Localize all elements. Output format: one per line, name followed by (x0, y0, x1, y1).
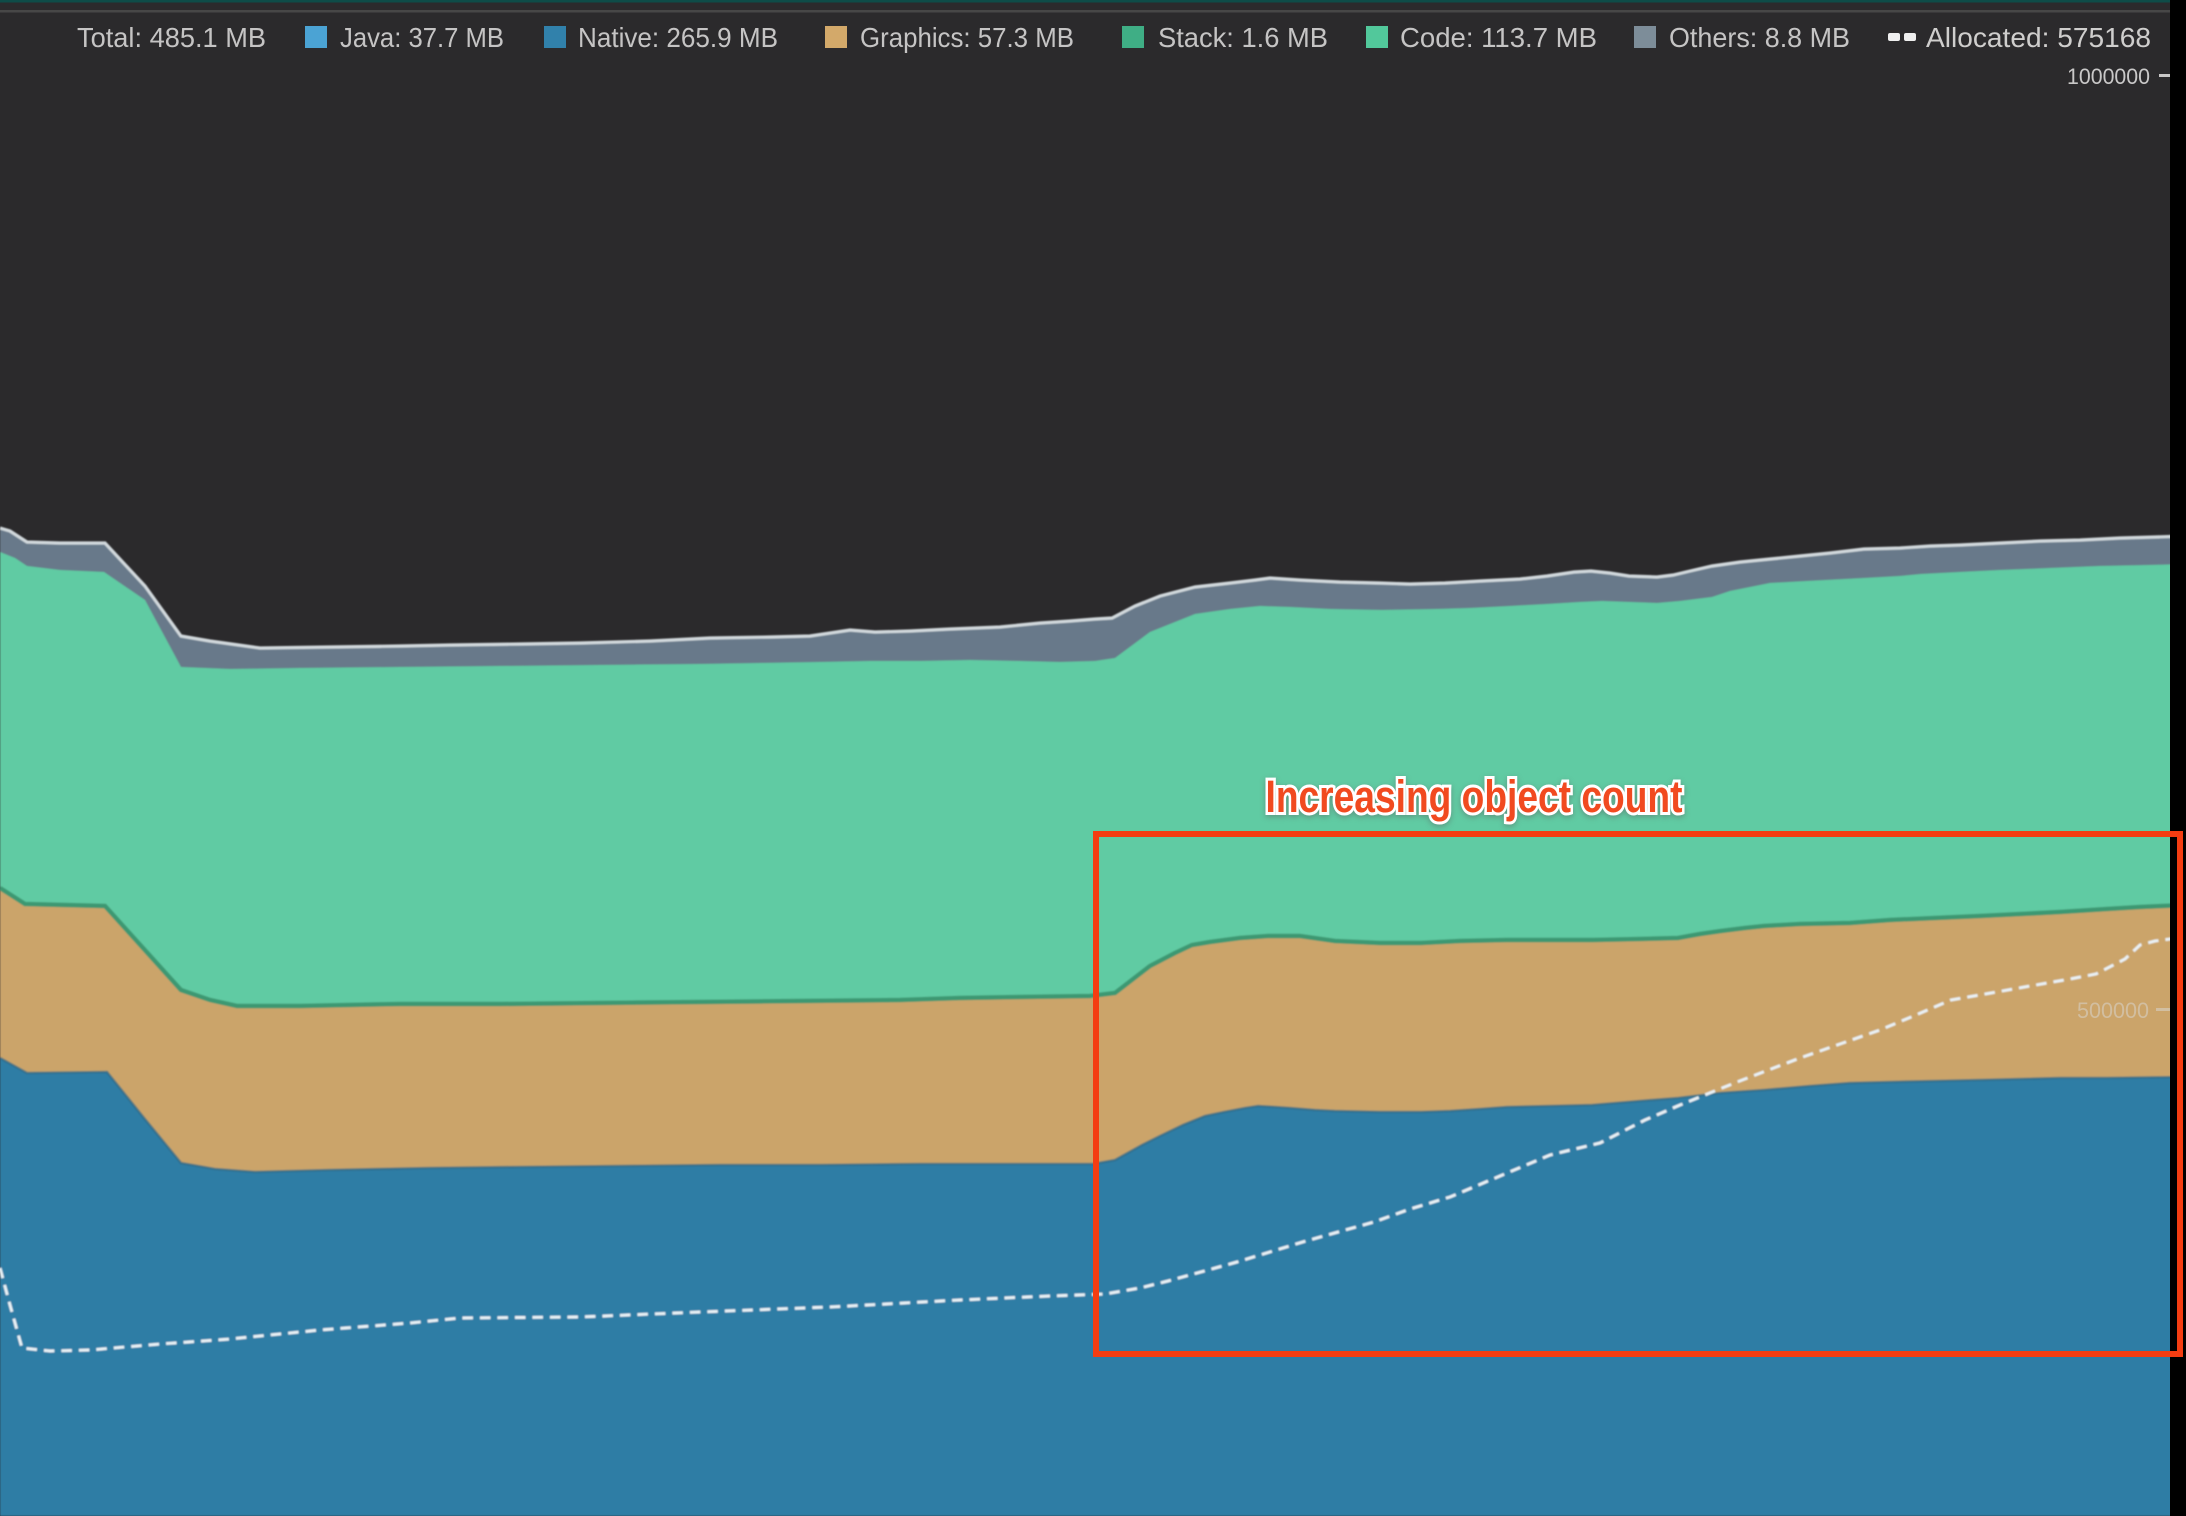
svg-text:Native: 265.9 MB: Native: 265.9 MB (578, 22, 778, 53)
svg-text:Java: 37.7 MB: Java: 37.7 MB (340, 22, 504, 53)
svg-text:Code: 113.7 MB: Code: 113.7 MB (1400, 22, 1597, 53)
svg-text:Allocated: 575168: Allocated: 575168 (1926, 22, 2151, 53)
svg-text:Total: 485.1 MB: Total: 485.1 MB (77, 22, 266, 53)
svg-text:Increasing object count: Increasing object count (1266, 771, 1683, 822)
svg-text:500000: 500000 (2077, 998, 2149, 1023)
svg-text:Graphics: 57.3 MB: Graphics: 57.3 MB (860, 22, 1074, 53)
svg-text:Stack: 1.6 MB: Stack: 1.6 MB (1158, 22, 1328, 53)
svg-text:1000000: 1000000 (2067, 64, 2150, 89)
svg-text:Others: 8.8 MB: Others: 8.8 MB (1669, 22, 1850, 53)
